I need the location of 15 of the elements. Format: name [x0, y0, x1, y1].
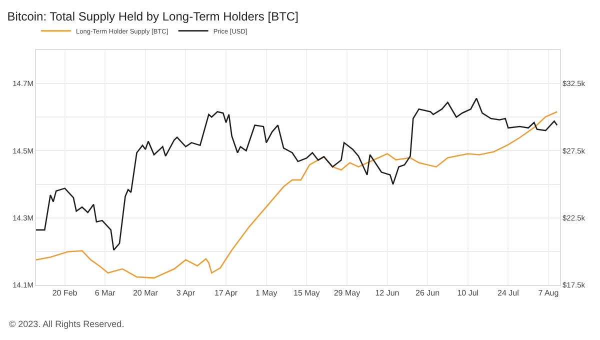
x-tick-label: 6 Mar [94, 288, 116, 298]
x-tick-label: 3 Apr [176, 288, 196, 298]
x-tick-label: 24 Jul [498, 288, 520, 298]
x-tick-label: 20 Mar [132, 288, 158, 298]
chart-title: Bitcoin: Total Supply Held by Long-Term Holders [BTC] [7, 9, 298, 24]
x-tick-label: 29 May [334, 288, 360, 298]
x-tick-label: 12 Jun [375, 288, 400, 298]
text: © 2023. All Rights Reserved. [9, 319, 124, 329]
x-tick-label: 15 May [294, 288, 320, 298]
x-tick-label: 7 Aug [538, 288, 559, 298]
x-tick-label: 26 Jun [416, 288, 440, 298]
x-tick-label: 1 May [255, 288, 278, 298]
x-tick-label: 10 Jul [457, 288, 479, 298]
x-tick-label: 17 Apr [214, 288, 238, 298]
x-tick-label: 20 Feb [52, 288, 78, 298]
